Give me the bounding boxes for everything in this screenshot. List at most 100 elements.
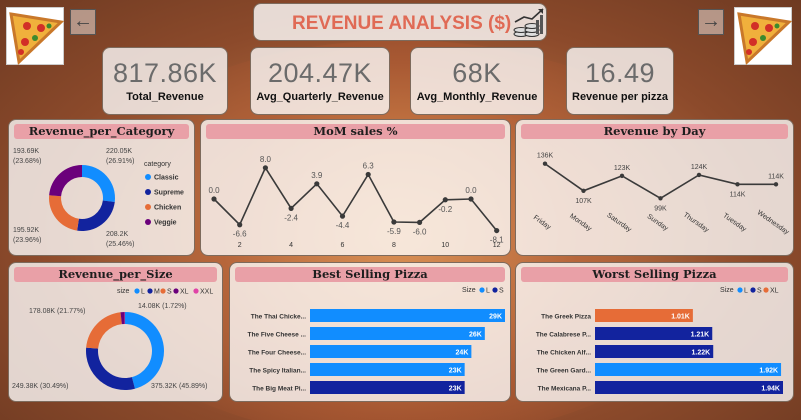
back-button[interactable]: ←	[70, 9, 96, 35]
data-label-s: 178.08K (21.77%)	[29, 308, 85, 315]
legend-label-xxl: XXL	[200, 289, 213, 296]
mom-point-6	[339, 213, 346, 219]
legend-label-s: S	[167, 289, 172, 296]
worst-legend-label-l: L	[744, 288, 748, 295]
money-chart-icon	[513, 8, 544, 37]
chart-title: Best Selling Pizza	[235, 267, 505, 282]
mom-point-11	[468, 196, 474, 202]
legend-marker-xl	[173, 288, 179, 294]
category-slice-supreme	[77, 200, 115, 231]
chart-card-mom: MoM sales % 0.0 -6.6 8.0 -2.4 3.9 -4.4 6.3 -5.9…	[200, 119, 511, 256]
kpi-avg-monthly-revenue: 68K Avg_Monthly_Revenue	[410, 47, 544, 115]
day-point-sunday	[658, 196, 663, 201]
chart-title: Revenue_per_Category	[14, 124, 189, 139]
best-bar-4	[310, 363, 465, 376]
chart-card-category: Revenue_per_Category 220.05K (26.91%) 208.…	[8, 119, 195, 256]
worst-data-label-5: 1.94K	[761, 386, 780, 393]
chart-title: Revenue by Day	[521, 124, 788, 139]
mom-point-5	[314, 181, 320, 187]
legend-marker-s	[160, 288, 166, 294]
day-x-tick-monday: Monday	[568, 213, 593, 233]
page-title: REVENUE ANALYSIS ($)	[292, 13, 512, 34]
worst-legend-marker-xl	[763, 287, 769, 293]
kpi-label: Total_Revenue	[126, 91, 204, 103]
day-data-label-friday: 136K	[537, 153, 554, 160]
worst-data-label-1: 1.01K	[671, 314, 690, 321]
best-data-label-1: 29K	[489, 314, 502, 321]
best-legend-marker-l	[479, 287, 485, 293]
day-x-tick-friday: Friday	[532, 214, 552, 231]
mom-point-12	[494, 227, 500, 234]
size-slice-s	[86, 312, 122, 349]
data-label-l: 375.32K (45.89%)	[151, 383, 207, 390]
arrow-right-icon: →	[701, 10, 721, 32]
kpi-label: Revenue per pizza	[572, 91, 668, 103]
forward-button[interactable]: →	[698, 9, 724, 35]
mom-data-label-2: -6.6	[233, 230, 247, 239]
day-x-tick-sunday: Sunday	[646, 213, 670, 233]
data-label-veggie: (23.68%)	[13, 158, 41, 165]
day-data-label-saturday: 123K	[614, 165, 631, 172]
best-bar-1	[310, 309, 505, 322]
chart-title: MoM sales %	[206, 124, 505, 139]
worst-bar-3	[595, 345, 714, 358]
best-bar-3	[310, 345, 472, 358]
kpi-label: Avg_Monthly_Revenue	[416, 91, 538, 103]
data-label-classic: (26.91%)	[106, 158, 134, 165]
mom-x-tick-12: 12	[493, 242, 501, 249]
day-x-tick-thursday: Thursday	[682, 212, 710, 235]
worst-data-label-3: 1.22K	[692, 350, 711, 357]
data-label-chicken: 195.92K	[13, 227, 39, 234]
worst-legend-title: Size	[720, 287, 734, 294]
day-point-saturday	[619, 173, 625, 179]
best-category-label-1: The Thai Chicke...	[251, 314, 306, 321]
mom-x-tick-8: 8	[392, 242, 396, 249]
worst-bar-4	[595, 363, 782, 376]
day-data-label-thursday: 124K	[691, 164, 708, 171]
mom-point-10	[442, 197, 448, 203]
kpi-label: Avg_Quarterly_Revenue	[256, 91, 384, 103]
mom-data-label-10: -0.2	[438, 205, 452, 214]
best-bar-chart: The Thai Chicke... 29K The Five Cheese ...…	[247, 287, 505, 394]
mom-point-8	[391, 219, 397, 225]
worst-legend-marker-s	[750, 287, 756, 293]
data-label-classic: 220.05K	[106, 148, 132, 155]
size-donut-chart: 375.32K (45.89%) 249.38K (30.49%) 178.08K …	[12, 288, 213, 390]
day-x-tick-saturday: Saturday	[605, 212, 632, 234]
size-slice-l	[125, 312, 165, 389]
day-data-label-monday: 107K	[575, 198, 592, 205]
best-bar-5	[310, 381, 465, 394]
mom-data-label-8: -5.9	[387, 227, 401, 236]
worst-category-label-1: The Greek Pizza	[541, 314, 591, 321]
mom-data-label-3: 8.0	[260, 155, 272, 164]
worst-bar-2	[595, 327, 713, 340]
mom-data-label-1: 0.0	[208, 186, 220, 195]
header-card: REVENUE ANALYSIS ($)	[253, 3, 547, 41]
mom-x-tick-10: 10	[441, 242, 449, 249]
mom-line-chart: 0.0 -6.6 8.0 -2.4 3.9 -4.4 6.3 -5.9 -6.0 -0.2 0.0 -…	[208, 155, 504, 249]
mom-data-label-4: -2.4	[284, 213, 298, 222]
data-label-veggie: 193.69K	[13, 148, 39, 155]
mom-point-4	[288, 205, 294, 211]
kpi-avg-quarterly-revenue: 204.47K Avg_Quarterly_Revenue	[250, 47, 390, 115]
worst-bar-1	[595, 309, 693, 322]
data-label-supreme: 208.2K	[106, 231, 129, 238]
worst-bar-chart: The Greek Pizza 1.01K The Calabrese P... 1.…	[536, 287, 783, 394]
day-point-thursday	[696, 172, 702, 178]
mom-point-7	[365, 171, 371, 178]
legend-marker-chicken	[145, 204, 151, 210]
legend-title: category	[144, 161, 171, 168]
category-donut-chart: 220.05K (26.91%) 208.2K (25.46%) 195.92K (23.…	[13, 148, 184, 248]
day-point-monday	[581, 188, 586, 193]
chart-title: Worst Selling Pizza	[521, 267, 788, 282]
legend-marker-xxl	[193, 288, 199, 294]
worst-data-label-4: 1.92K	[759, 368, 778, 375]
best-category-label-2: The Five Cheese ...	[247, 332, 306, 339]
day-data-label-tuesday: 114K	[730, 191, 746, 198]
mom-data-label-9: -6.0	[413, 227, 427, 236]
day-point-tuesday	[735, 182, 740, 187]
legend-label-xl: XL	[180, 289, 189, 296]
legend-title: size	[117, 288, 130, 295]
mom-point-1	[211, 196, 217, 202]
mom-data-label-6: -4.4	[336, 221, 350, 230]
